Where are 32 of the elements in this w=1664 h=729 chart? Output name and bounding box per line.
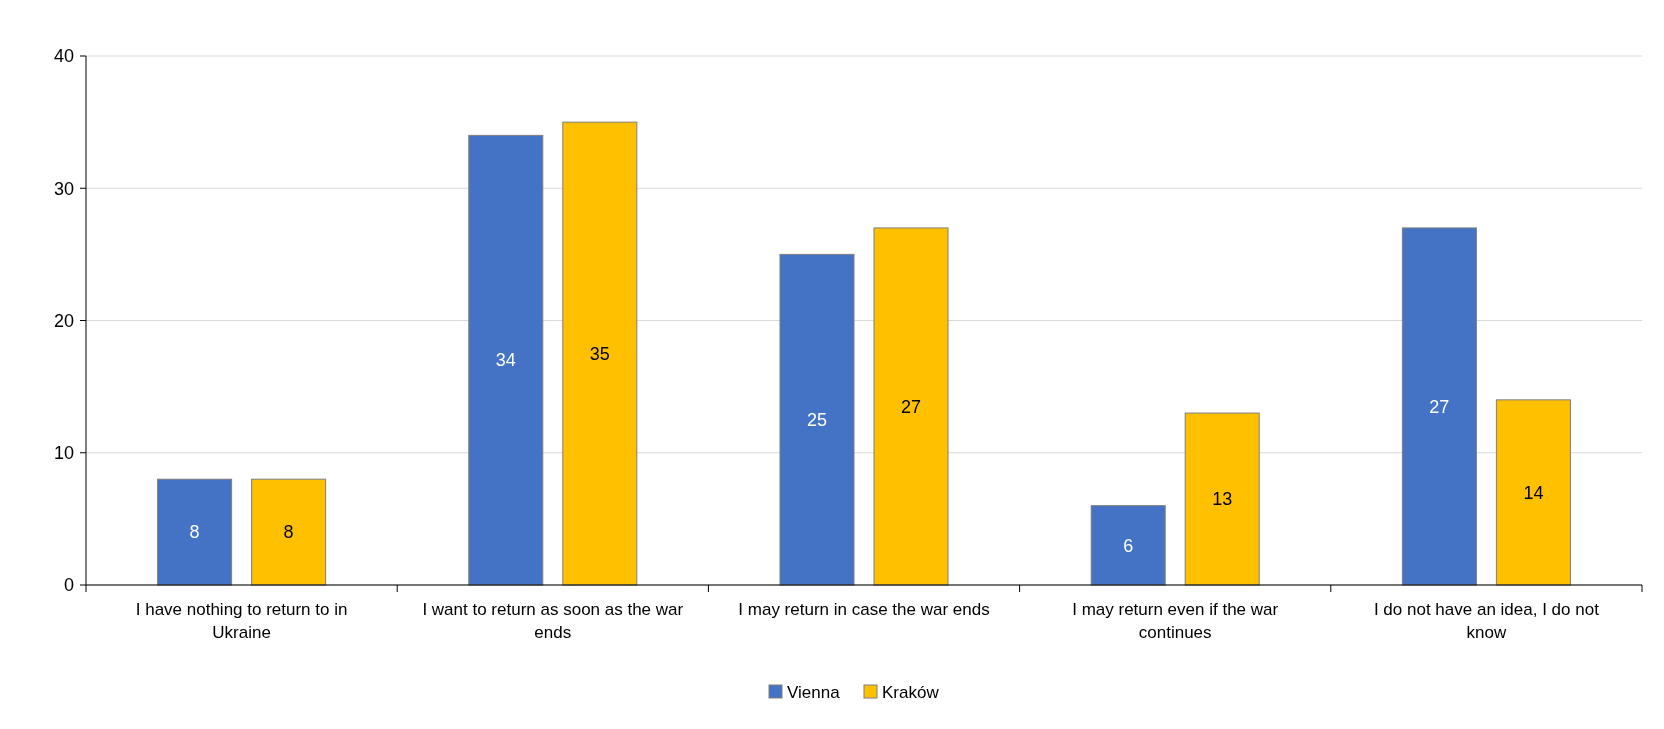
y-tick-label: 40 bbox=[53, 46, 74, 67]
x-tick-label: I have nothing to return to in Ukraine bbox=[135, 600, 348, 642]
legend-label: Kraków bbox=[882, 682, 940, 702]
bar bbox=[562, 121, 638, 586]
data-label: 6 bbox=[1123, 535, 1134, 556]
data-label: 34 bbox=[495, 350, 516, 371]
bar bbox=[1495, 399, 1571, 586]
data-label: 8 bbox=[189, 522, 200, 543]
data-label: 8 bbox=[283, 522, 294, 543]
bar bbox=[1184, 412, 1260, 586]
data-label: 27 bbox=[901, 396, 922, 417]
y-tick-label: 0 bbox=[63, 575, 74, 596]
bar bbox=[779, 253, 855, 586]
bar bbox=[1090, 505, 1166, 586]
bar bbox=[1401, 227, 1477, 586]
data-label: 35 bbox=[589, 343, 610, 364]
x-tick-label: I want to return as soon as the war ends bbox=[422, 600, 684, 642]
legend-label: Vienna bbox=[787, 682, 841, 702]
bar bbox=[251, 478, 327, 586]
bar bbox=[873, 227, 949, 586]
y-tick-label: 30 bbox=[53, 178, 74, 199]
bar bbox=[468, 134, 544, 586]
data-label: 13 bbox=[1212, 489, 1233, 510]
data-label: 14 bbox=[1523, 482, 1544, 503]
x-tick-label: I do not have an idea, I do not know bbox=[1373, 600, 1600, 642]
y-tick-label: 20 bbox=[53, 310, 74, 331]
data-label: 27 bbox=[1429, 396, 1450, 417]
y-tick-label: 10 bbox=[53, 443, 74, 464]
bar bbox=[157, 478, 233, 586]
x-tick-label: I may return in case the war ends bbox=[738, 600, 990, 619]
x-tick-label: I may return even if the war continues bbox=[1072, 600, 1279, 642]
data-label: 25 bbox=[806, 409, 827, 430]
